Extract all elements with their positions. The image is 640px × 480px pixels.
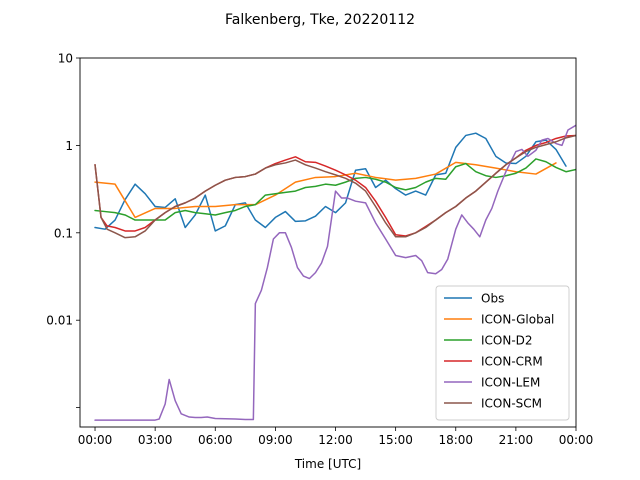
legend-label: Obs (481, 292, 504, 306)
x-tick-label: 00:00 (78, 433, 113, 447)
legend-label: ICON-LEM (481, 376, 540, 390)
legend-label: ICON-SCM (481, 397, 542, 411)
y-tick-label: 1 (65, 139, 73, 153)
x-tick-label: 18:00 (438, 433, 473, 447)
series-line-icon-scm (94, 134, 576, 239)
legend-label: ICON-Global (481, 313, 554, 327)
y-tick-label: 0.01 (46, 314, 73, 328)
y-tick-label: 10 (58, 52, 73, 66)
chart-title: Falkenberg, Tke, 20220112 (225, 12, 415, 28)
series-line-icon-d2 (94, 158, 576, 221)
x-tick-label: 03:00 (138, 433, 173, 447)
x-tick-label: 00:00 (559, 433, 594, 447)
x-tick-label: 15:00 (378, 433, 413, 447)
series-line-icon-lem (94, 123, 576, 421)
x-tick-label: 12:00 (318, 433, 353, 447)
x-axis: 00:00 03:00 06:00 09:00 12:00 15:00 18:00 21:00… (78, 427, 594, 447)
series-line-obs (94, 132, 567, 232)
x-tick-label: 09:00 (258, 433, 293, 447)
plot-frame (79, 57, 577, 428)
x-axis-label: Time [UTC] (294, 457, 361, 471)
y-axis: 0.01 0.1 1 10 (46, 52, 80, 409)
legend-label: ICON-CRM (481, 355, 543, 369)
legend-label: ICON-D2 (481, 334, 533, 348)
series-layer (94, 123, 576, 421)
legend: Obs ICON-Global ICON-D2 ICON-CRM ICON-LEM ICO… (435, 285, 570, 421)
y-tick-label: 0.1 (54, 226, 73, 240)
x-tick-label: 06:00 (198, 433, 233, 447)
series-line-icon-global (94, 161, 557, 219)
x-tick-label: 21:00 (499, 433, 534, 447)
